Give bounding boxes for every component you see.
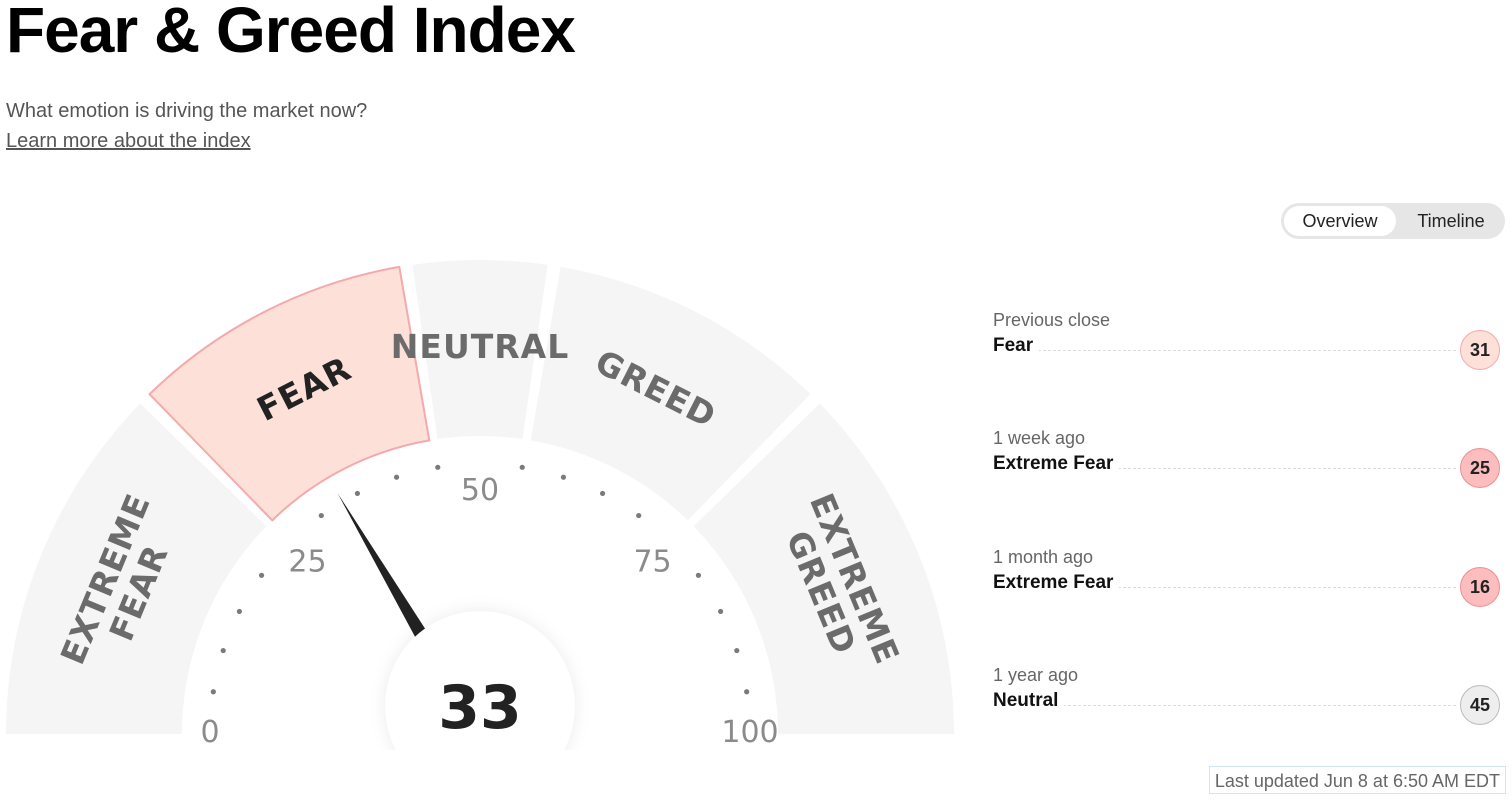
gauge-tick-dot (599, 490, 606, 497)
gauge-tick-dot (354, 490, 361, 497)
history-item-1-month-ago: 1 month ago Extreme Fear 16 (993, 547, 1500, 627)
gauge-segment-neutral (412, 260, 548, 440)
view-toggle: Overview Timeline (1281, 203, 1505, 239)
gauge-label-neutral: NEUTRAL (391, 327, 569, 366)
gauge-label-line: NEUTRAL (391, 327, 569, 366)
timeline-tab[interactable]: Timeline (1417, 211, 1485, 231)
history-rating: Fear (993, 335, 1040, 357)
history-item-previous-close: Previous close Fear 31 (993, 310, 1500, 390)
dashed-divider (993, 705, 1456, 706)
learn-more-link[interactable]: Learn more about the index (6, 130, 251, 152)
score-value: 33 (438, 673, 522, 743)
page-title: Fear & Greed Index (6, 0, 576, 66)
history-period: 1 month ago (993, 547, 1094, 567)
history-period: Previous close (993, 310, 1111, 330)
gauge-tick-dot (258, 572, 265, 578)
gauge-tick-dot (744, 689, 750, 695)
gauge-segment-extreme-fear (6, 403, 267, 734)
dashed-divider (993, 350, 1456, 351)
history-period: 1 year ago (993, 665, 1079, 685)
gauge-scale-label: 75 (633, 544, 671, 579)
history-rating: Extreme Fear (993, 572, 1120, 594)
history-value-badge: 31 (1460, 330, 1500, 370)
page-subtitle: What emotion is driving the market now? (6, 100, 368, 122)
dashed-divider (993, 587, 1456, 588)
gauge-tick-dot (393, 474, 400, 480)
gauge-scale-label: 25 (288, 544, 326, 579)
gauge-tick-dot (435, 464, 441, 470)
gauge-tick-dot (695, 572, 702, 578)
history-rating: Extreme Fear (993, 453, 1120, 475)
gauge-tick-dot (519, 464, 525, 470)
history-item-1-week-ago: 1 week ago Extreme Fear 25 (993, 428, 1500, 508)
history-value-badge: 25 (1460, 448, 1500, 488)
history-period: 1 week ago (993, 428, 1086, 448)
history-value-badge: 16 (1460, 567, 1500, 607)
gauge-tick-dot (734, 647, 740, 654)
history-rating: Neutral (993, 690, 1065, 712)
gauge-tick-dot (210, 689, 216, 695)
gauge-tick-dot (220, 647, 226, 654)
history-value-badge: 45 (1460, 685, 1500, 725)
dashed-divider (993, 468, 1456, 469)
gauge-segment-extreme-greed (693, 403, 954, 734)
gauge-tick-dot (236, 608, 243, 615)
gauge-segment-fear (148, 265, 431, 522)
gauge-segment-greed (530, 266, 811, 521)
gauge-scale-label: 50 (461, 473, 499, 508)
gauge-tick-dot (717, 608, 724, 615)
gauge-tick-dot (560, 474, 567, 480)
score-circle (385, 611, 575, 750)
gauge-tick-dot (636, 512, 642, 519)
overview-tab[interactable]: Overview (1284, 206, 1396, 236)
last-updated-timestamp: Last updated Jun 8 at 6:50 AM EDT (1208, 766, 1506, 794)
gauge-tick-dot (318, 512, 324, 519)
gauge-scale-label: 100 (721, 715, 778, 750)
history-item-1-year-ago: 1 year ago Neutral 45 (993, 665, 1500, 745)
gauge-scale-label: 0 (200, 715, 219, 750)
